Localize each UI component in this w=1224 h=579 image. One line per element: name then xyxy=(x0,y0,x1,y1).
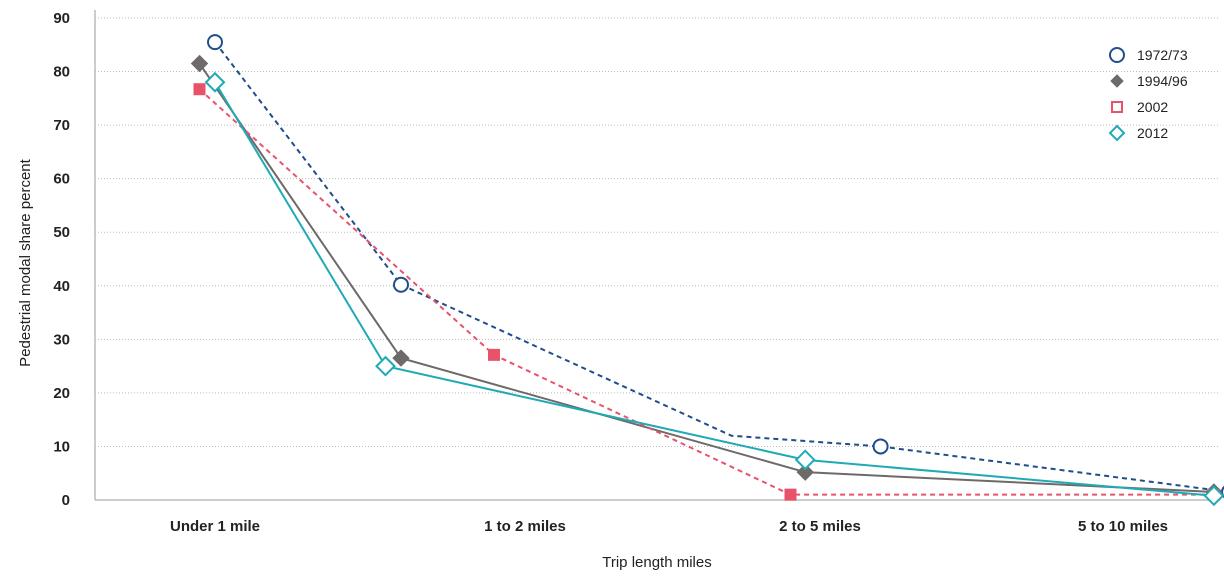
x-tick-label: 5 to 10 miles xyxy=(1078,518,1168,535)
data-point xyxy=(208,35,222,49)
legend-marker-icon xyxy=(1110,48,1124,62)
x-tick-label: 1 to 2 miles xyxy=(484,518,566,535)
series-lines xyxy=(200,42,1224,496)
tick-labels: 0 10 20 30 40 50 60 70 80 90 Under 1 mile 1 to 2 mi… xyxy=(53,10,1168,535)
series-line-2012 xyxy=(215,82,1214,495)
y-tick-label: 30 xyxy=(53,331,70,348)
data-point xyxy=(874,439,888,453)
series-line-1972-73 xyxy=(215,42,1224,492)
y-tick-label: 40 xyxy=(53,278,70,295)
series-markers xyxy=(192,35,1224,505)
data-point xyxy=(1205,487,1223,505)
legend-marker-icon xyxy=(1111,75,1123,87)
x-tick-label: Under 1 mile xyxy=(170,518,260,535)
data-point xyxy=(785,489,797,501)
data-point xyxy=(393,350,409,366)
y-tick-label: 20 xyxy=(53,385,70,402)
legend-marker-icon xyxy=(1112,102,1122,112)
data-point xyxy=(192,56,208,72)
legend: 1972/73 1994/96 2002 2012 xyxy=(1110,47,1188,141)
data-point xyxy=(194,83,206,95)
y-tick-label: 10 xyxy=(53,438,70,455)
series-line-2002 xyxy=(200,89,1214,494)
legend-marker-icon xyxy=(1110,126,1124,140)
y-tick-label: 0 xyxy=(62,492,70,509)
series-line-1994-96 xyxy=(200,64,1214,492)
data-point xyxy=(796,451,814,469)
legend-label: 2012 xyxy=(1137,125,1168,141)
data-point xyxy=(394,278,408,292)
legend-label: 2002 xyxy=(1137,99,1168,115)
legend-label: 1972/73 xyxy=(1137,47,1188,63)
y-tick-label: 80 xyxy=(53,64,70,81)
x-axis-title: Trip length miles xyxy=(602,554,711,571)
y-tick-label: 60 xyxy=(53,171,70,188)
y-tick-label: 70 xyxy=(53,117,70,134)
grid-lines xyxy=(95,18,1220,446)
data-point xyxy=(377,357,395,375)
y-axis-title: Pedestrial modal share percent xyxy=(17,158,34,366)
y-tick-label: 50 xyxy=(53,224,70,241)
y-tick-label: 90 xyxy=(53,10,70,27)
x-tick-label: 2 to 5 miles xyxy=(779,518,861,535)
data-point xyxy=(488,349,500,361)
legend-label: 1994/96 xyxy=(1137,73,1188,89)
